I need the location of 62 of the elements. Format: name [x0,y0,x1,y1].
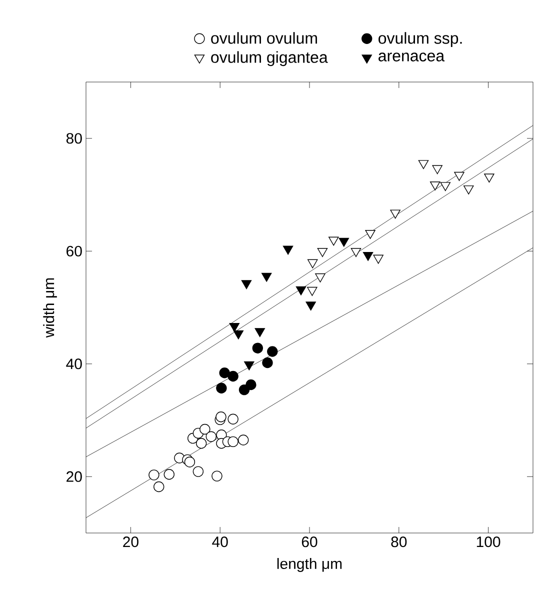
point [365,230,376,239]
point [233,330,244,340]
point [338,238,350,247]
point [192,466,204,477]
y-axis-title: width μm [43,278,57,338]
legend-label: arenacea [378,52,445,62]
x-axis-title: length μm [277,558,342,572]
y-tick-label: 60 [66,246,82,256]
point [350,248,362,257]
point [238,384,250,396]
point [315,273,326,282]
x-tick-label: 100 [476,536,500,548]
y-tick-label: 80 [66,133,82,144]
point [228,414,238,424]
point [296,286,306,296]
point [432,165,442,174]
point [306,302,316,311]
point [196,438,207,449]
y-tick-label: 40 [66,358,82,370]
point [206,431,217,442]
point [430,182,440,190]
point [261,272,272,282]
point [484,174,494,183]
point [154,481,164,492]
y-tick-label: 20 [66,471,82,482]
point [228,370,238,382]
point [219,368,230,378]
point [200,424,210,435]
legend-label: ovulum gigantea [211,51,328,66]
x-tick-label: 60 [302,536,318,548]
point [307,286,318,296]
point [373,254,384,264]
point [212,470,222,482]
point [184,456,196,468]
point [229,323,240,332]
point [216,412,226,422]
point [148,470,160,480]
x-tick-label: 20 [123,536,138,548]
point [440,182,450,192]
point [317,248,328,257]
point [390,210,400,219]
point [252,342,263,354]
point [241,280,252,290]
point [464,185,474,194]
point [454,172,464,181]
legend-label: ovulum ssp. [378,32,462,48]
point [282,246,294,255]
point [244,361,254,370]
point [164,469,174,480]
point [267,346,278,357]
point [216,382,227,394]
point [328,236,339,246]
legend-label: ovulum ovulum [211,32,317,44]
point [362,252,374,261]
point [228,436,238,448]
point [308,259,318,268]
point [418,160,429,170]
point [238,434,249,446]
x-tick-label: 40 [212,536,228,548]
point [262,357,273,368]
x-tick-label: 80 [391,536,407,548]
point [254,328,265,338]
